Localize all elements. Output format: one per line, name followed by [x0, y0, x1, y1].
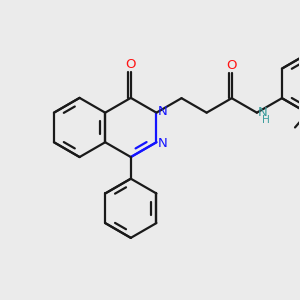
Text: N: N [258, 106, 268, 119]
Text: O: O [226, 58, 237, 71]
Text: O: O [126, 58, 136, 71]
Text: H: H [262, 116, 270, 125]
Text: N: N [158, 105, 168, 118]
Text: N: N [158, 136, 168, 150]
